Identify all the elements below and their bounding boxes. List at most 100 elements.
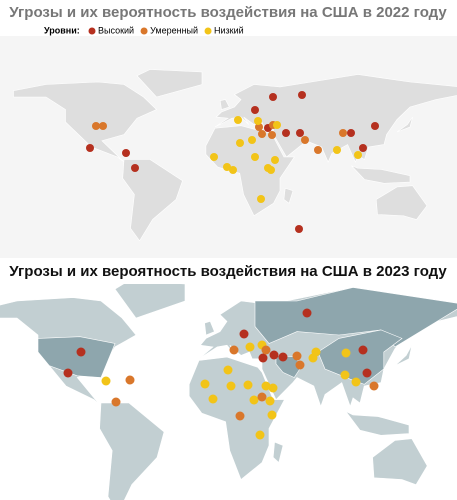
threat-marker [261,381,271,391]
threat-marker [359,144,367,152]
land [219,99,230,110]
highlighted-country [254,287,457,348]
land [345,411,410,436]
legend: Уровни: Высокий Умеренный Низкий [44,25,244,35]
threat-marker [298,91,306,99]
threat-marker [351,377,361,387]
threat-marker [301,136,309,144]
threat-marker [243,380,253,390]
threat-marker [254,117,262,125]
threat-marker [208,394,218,404]
legend-swatch [140,27,148,35]
threat-marker [369,381,379,391]
threat-marker [255,123,263,131]
threat-marker [258,130,266,138]
threat-marker [229,345,239,355]
threat-marker [268,383,278,393]
threat-marker [271,156,279,164]
threat-marker [354,151,362,159]
threat-marker [282,129,290,137]
threat-marker [249,395,259,405]
threat-marker [347,129,355,137]
threat-marker [302,308,312,318]
threat-marker [131,164,139,172]
threat-marker [122,149,130,157]
threat-marker [358,345,368,355]
threat-marker [273,121,281,129]
threat-marker [258,353,268,363]
highlighted-country [37,336,116,378]
threat-marker [295,360,305,370]
threat-marker [269,93,277,101]
land [396,116,413,133]
threat-marker [235,411,245,421]
legend-swatch [204,27,212,35]
threat-marker [269,350,279,360]
threat-marker [248,136,256,144]
map-2023 [0,284,457,500]
threat-marker [251,153,259,161]
threat-marker [210,153,218,161]
threat-marker [101,376,111,386]
threat-marker [292,351,302,361]
threat-marker [245,342,255,352]
threat-marker [63,368,73,378]
threat-marker [239,329,249,339]
threat-marker [311,347,321,357]
title-2022: Угрозы и их вероятность воздействия на С… [9,4,447,21]
land [136,69,203,98]
legend-swatch [88,27,96,35]
threat-marker [267,166,275,174]
map-2022 [13,69,457,242]
threat-marker [251,106,259,114]
threat-marker [236,139,244,147]
land [375,185,428,220]
threat-marker [257,195,265,203]
legend-label: Уровни: [44,25,80,35]
threat-marker [267,410,277,420]
threat-marker [278,352,288,362]
land [204,321,215,336]
land [283,187,294,204]
threat-marker [99,122,107,130]
threat-marker [261,345,271,355]
legend-entry: Умеренный [150,25,198,35]
title-2023: Угрозы и их вероятность воздействия на С… [9,263,447,280]
threat-marker [125,375,135,385]
threat-marker [255,430,265,440]
land [372,438,428,485]
threat-marker [265,396,275,406]
land [99,402,165,500]
legend-entry: Низкий [214,25,244,35]
threat-marker [234,116,242,124]
land [394,345,413,366]
legend-entry: Высокий [98,25,134,35]
threat-marker [296,129,304,137]
threat-marker [226,381,236,391]
threat-marker [257,392,267,402]
threat-marker [111,397,121,407]
threat-marker [339,129,347,137]
threat-marker [223,163,231,171]
threat-marker [92,122,100,130]
threat-marker [223,365,233,375]
threat-marker [362,368,372,378]
threat-marker [229,166,237,174]
land [351,165,411,184]
land [272,441,284,464]
land [114,284,186,319]
threat-marker [371,122,379,130]
land [13,81,158,163]
threat-marker [295,225,303,233]
threat-marker [268,131,276,139]
threat-marker [340,370,350,380]
threat-marker [76,347,86,357]
threat-marker [341,348,351,358]
highlighted-country [317,329,403,385]
threat-marker [314,146,322,154]
threat-marker [200,379,210,389]
land [122,159,183,242]
threat-marker [333,146,341,154]
threat-marker [86,144,94,152]
